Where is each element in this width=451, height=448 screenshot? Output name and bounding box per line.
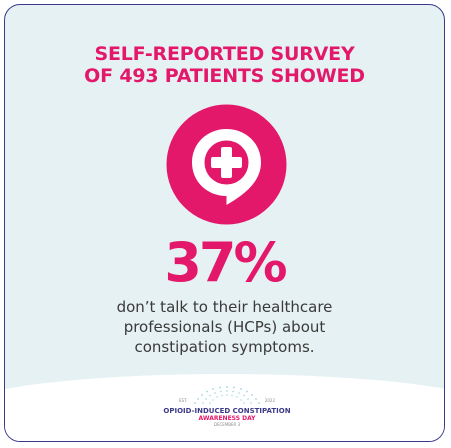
description-line-2: professionals (HCPs) about (123, 318, 326, 336)
infographic-card: SELF-REPORTED SURVEY OF 493 PATIENTS SHO… (4, 4, 445, 442)
logo-line-2: AWARENESS DAY (198, 415, 256, 422)
heading-line-2: OF 493 PATIENTS SHOWED (84, 65, 365, 87)
description-line-1: don’t talk to their healthcare (116, 298, 333, 316)
medical-cross-speech-bubble-icon (166, 104, 287, 225)
radiating-dots-icon (194, 386, 260, 404)
bottom-wave (5, 374, 444, 441)
logo-line-3: DECEMBER 3 (213, 422, 241, 427)
logo-year-label: 2022 (264, 398, 275, 403)
heading-line-1: SELF-REPORTED SURVEY (94, 43, 355, 65)
stat-description: don’t talk to their healthcare professio… (5, 297, 444, 357)
logo-est-label: EST. (179, 398, 188, 403)
percentage-stat: 37% (164, 231, 287, 294)
awareness-day-logo: EST. 2022 OPIOID-INDUCED CONSTIPATION AW… (157, 383, 297, 433)
description-line-3: constipation symptoms. (134, 338, 315, 356)
survey-heading: SELF-REPORTED SURVEY OF 493 PATIENTS SHO… (5, 43, 444, 87)
logo-line-1: OPIOID-INDUCED CONSTIPATION (163, 407, 291, 415)
